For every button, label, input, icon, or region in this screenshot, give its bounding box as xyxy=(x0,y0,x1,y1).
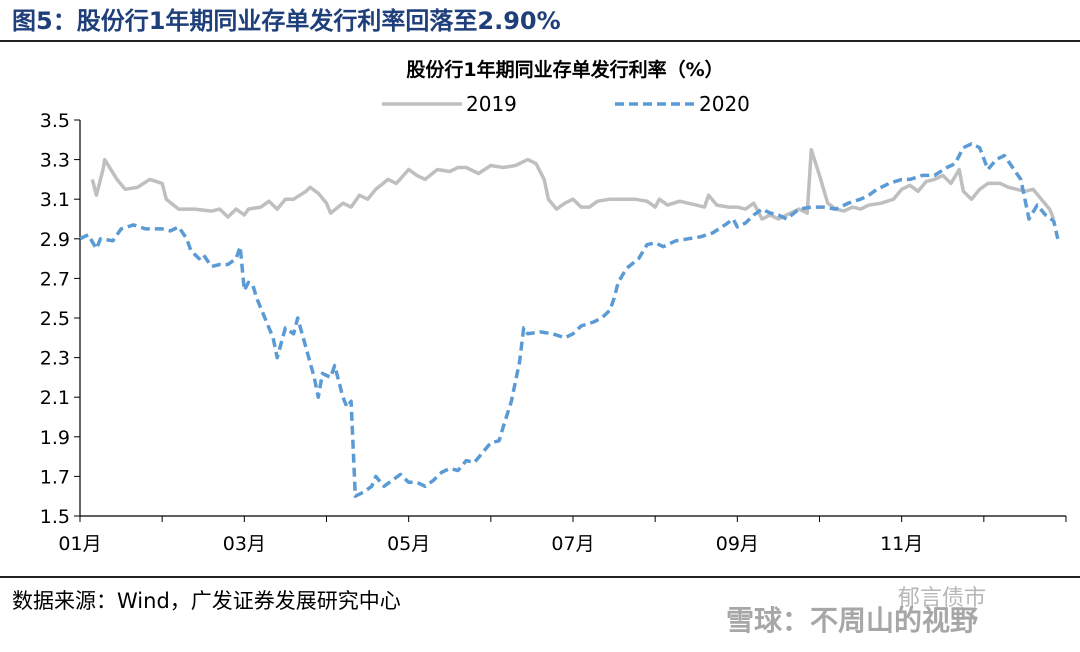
y-tick-label: 2.5 xyxy=(40,308,70,330)
title-divider xyxy=(0,40,1080,42)
series-line-2020 xyxy=(79,142,1060,498)
source-note: 数据来源：Wind，广发证券发展研究中心 xyxy=(12,589,401,613)
y-tick-label: 3.3 xyxy=(40,150,70,172)
watermark: 雪球：不周山的视野 xyxy=(726,604,979,637)
y-tick-label: 3.1 xyxy=(40,189,70,211)
chart-title: 股份行1年期同业存单发行利率（%） xyxy=(406,58,723,81)
chart-legend: 2019 2020 xyxy=(382,92,750,116)
x-axis: 01月 03月 05月 07月 09月 11月 xyxy=(58,515,1067,555)
y-tick-label: 1.5 xyxy=(40,506,70,528)
y-tick-label: 1.7 xyxy=(40,466,70,488)
x-tick-label: 11月 xyxy=(880,533,923,555)
y-tick-label: 3.5 xyxy=(40,110,70,132)
x-tick-label: 07月 xyxy=(551,533,594,555)
x-tick-label: 01月 xyxy=(58,533,101,555)
y-tick-label: 2.7 xyxy=(40,268,70,290)
y-tick-label: 2.1 xyxy=(40,387,70,409)
watermark-sub: 郁言债市 xyxy=(898,586,987,611)
y-tick-label: 2.3 xyxy=(40,348,70,370)
rate-line-chart: 股份行1年期同业存单发行利率（%） 2019 2020 3.5 3.3 3.1 2.9 2… xyxy=(40,58,1067,555)
legend-label-2019: 2019 xyxy=(466,92,517,116)
y-tick-label: 1.9 xyxy=(40,427,70,449)
x-tick-label: 09月 xyxy=(716,533,759,555)
x-tick-label: 03月 xyxy=(223,533,266,555)
figure-title: 图5：股份行1年期同业存单发行利率回落至2.90% xyxy=(12,7,561,35)
footer-divider xyxy=(0,576,1080,578)
x-tick-label: 05月 xyxy=(387,533,430,555)
y-axis: 3.5 3.3 3.1 2.9 2.7 2.5 2.3 2.1 1.9 1.7 1.5 xyxy=(40,110,81,528)
y-tick-label: 2.9 xyxy=(40,229,70,251)
plot-area xyxy=(79,142,1060,498)
series-line-2019 xyxy=(90,147,1056,221)
legend-label-2020: 2020 xyxy=(699,92,750,116)
